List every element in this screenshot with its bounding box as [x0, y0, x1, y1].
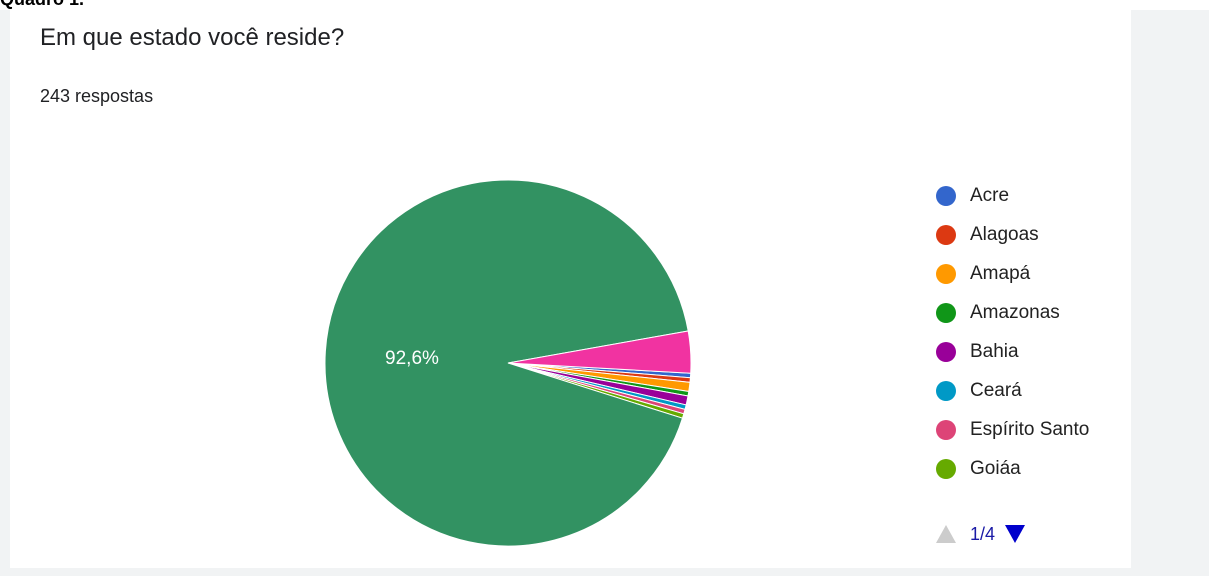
pager-prev-icon — [936, 525, 956, 543]
pie-slice[interactable] — [324, 179, 689, 547]
legend-swatch — [936, 380, 956, 401]
legend-swatch — [936, 419, 956, 440]
slice-data-label: 92,6% — [385, 348, 439, 369]
legend-item[interactable]: Espírito Santo — [936, 410, 1089, 449]
legend-swatch — [936, 185, 956, 206]
legend-swatch — [936, 458, 956, 479]
figure-caption: Quadro 1. — [0, 0, 84, 10]
legend-label: Goiáa — [970, 457, 1021, 479]
top-caption-strip: Quadro 1. — [0, 0, 1209, 10]
legend-label: Alagoas — [970, 223, 1039, 245]
legend-item[interactable]: Bahia — [936, 332, 1089, 371]
legend-swatch — [936, 341, 956, 362]
legend-label: Ceará — [970, 379, 1022, 401]
chart-card: Em que estado você reside? 243 respostas… — [10, 10, 1131, 568]
legend-label: Amazonas — [970, 301, 1060, 323]
pager-label: 1/4 — [970, 523, 996, 544]
pie-slice[interactable] — [507, 330, 692, 374]
legend-swatch — [936, 263, 956, 284]
legend-item[interactable]: Amapá — [936, 254, 1089, 293]
response-count: 243 respostas — [40, 86, 154, 106]
pager-next-icon[interactable] — [1005, 525, 1026, 543]
chart-legend: Acre Alagoas Amapá Amazonas Bahia Ceará Espíri… — [936, 176, 1089, 488]
legend-label: Espírito Santo — [970, 418, 1090, 440]
legend-pager: 1/4 — [936, 520, 1026, 548]
pie-chart: 92,6% — [324, 179, 692, 547]
legend-label: Bahia — [970, 340, 1019, 362]
legend-item[interactable]: Ceará — [936, 371, 1089, 410]
legend-item[interactable]: Alagoas — [936, 215, 1089, 254]
legend-item[interactable]: Amazonas — [936, 293, 1089, 332]
legend-item[interactable]: Goiáa — [936, 449, 1089, 488]
legend-item[interactable]: Acre — [936, 176, 1089, 215]
legend-label: Acre — [970, 184, 1010, 206]
legend-swatch — [936, 302, 956, 323]
legend-label: Amapá — [970, 262, 1031, 284]
legend-swatch — [936, 224, 956, 245]
chart-title: Em que estado você reside? — [40, 24, 345, 51]
